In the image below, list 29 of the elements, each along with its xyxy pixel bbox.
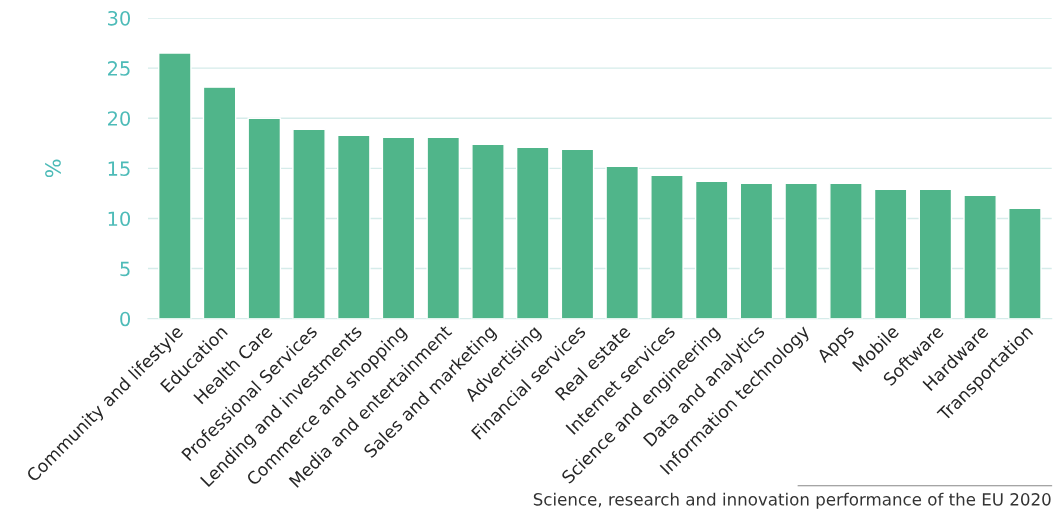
bar xyxy=(694,180,729,319)
y-tick-label: 0 xyxy=(120,311,131,327)
bar xyxy=(829,182,863,319)
bar xyxy=(560,148,595,319)
bar xyxy=(426,136,461,319)
bar xyxy=(515,146,550,319)
bar xyxy=(158,52,192,319)
bar xyxy=(202,86,237,319)
bar xyxy=(471,143,505,319)
y-tick-label: 5 xyxy=(120,261,130,277)
y-tick-label: 25 xyxy=(108,61,130,76)
y-tick-label: 10 xyxy=(108,211,131,227)
bar xyxy=(784,182,818,319)
bar xyxy=(739,182,774,319)
bar xyxy=(381,136,416,319)
bar xyxy=(605,165,640,319)
bar xyxy=(336,134,371,319)
bar xyxy=(650,174,684,319)
y-tick-label: 30 xyxy=(108,10,131,26)
text: Science, research and innovation performance of the EU 2020 xyxy=(533,492,1051,509)
bar xyxy=(1008,207,1042,319)
y-axis-title: % xyxy=(45,159,61,178)
y-tick-label: 20 xyxy=(108,111,131,126)
bar xyxy=(963,194,997,319)
bar xyxy=(292,128,326,319)
bar xyxy=(247,117,282,319)
bar xyxy=(918,188,953,319)
y-tick-label: 15 xyxy=(108,161,130,176)
bar xyxy=(873,188,908,319)
